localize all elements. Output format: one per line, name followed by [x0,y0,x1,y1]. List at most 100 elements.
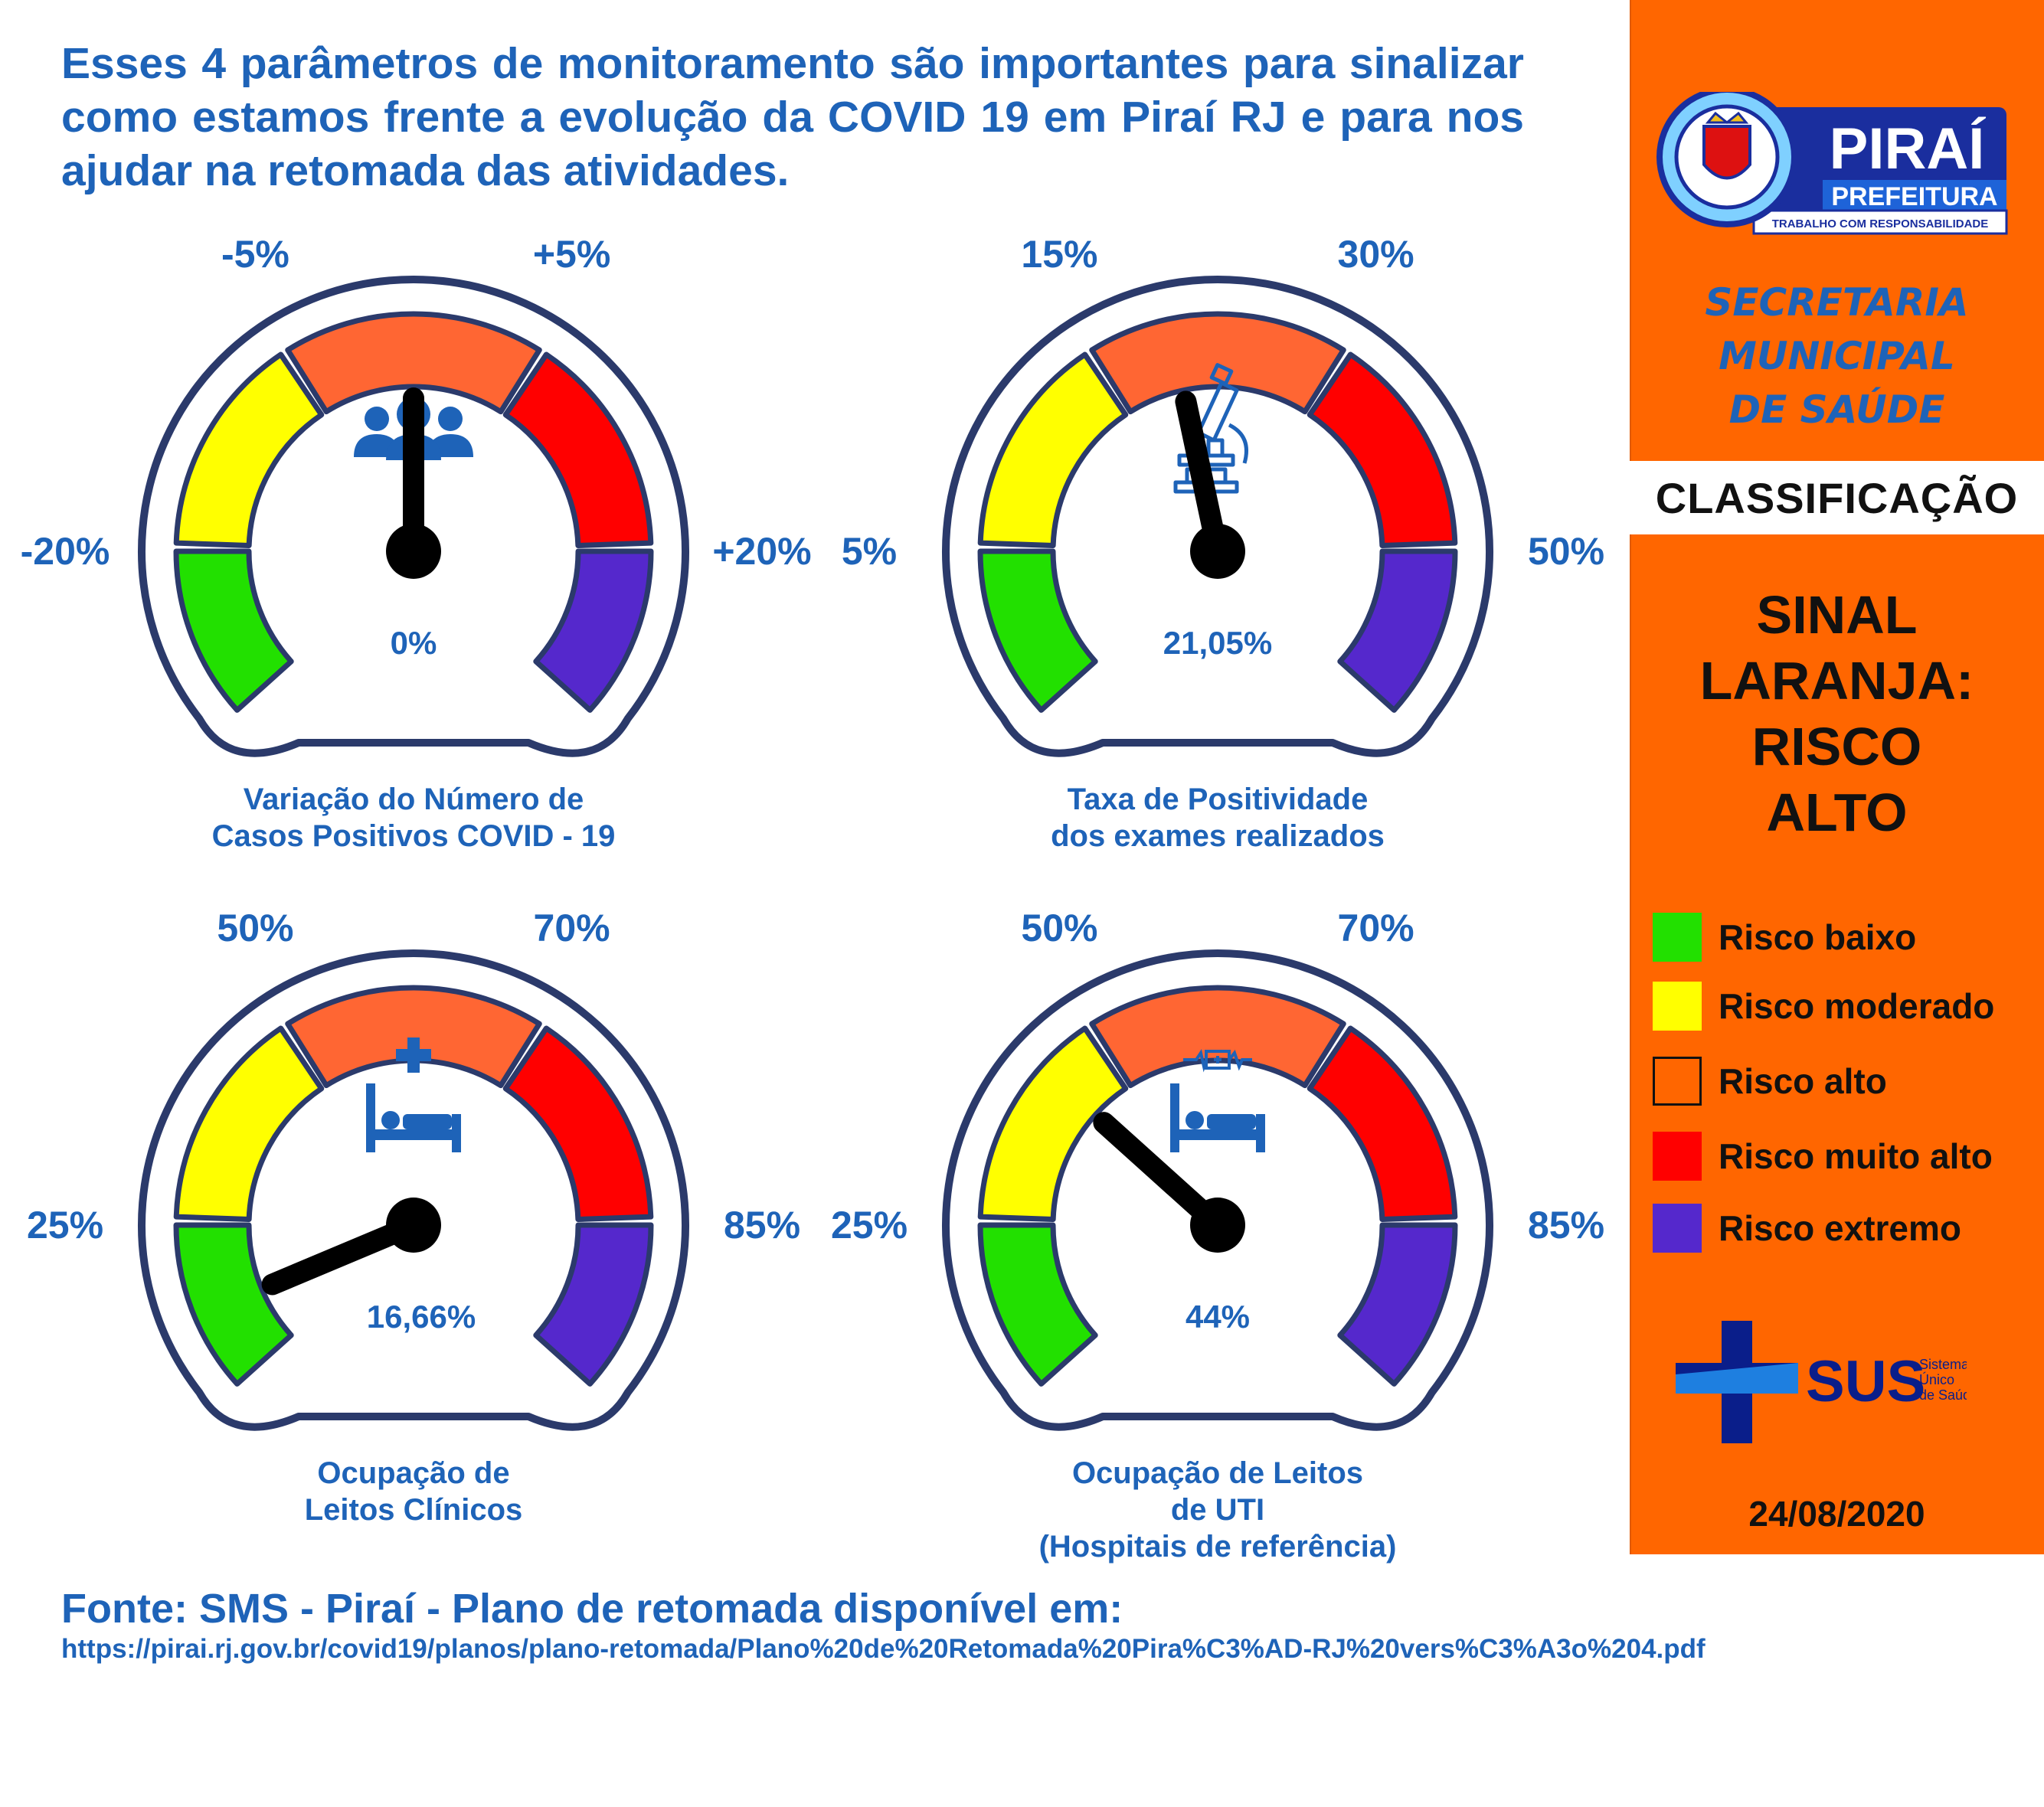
signal-status: SINAL LARANJA: RISCO ALTO [1630,582,2044,845]
sus-logo: SUS Sistema Único de Saúde [1676,1321,1967,1443]
gauge-dial [138,949,689,1431]
gauge-title-line: de UTI [1170,1493,1265,1527]
gauge-title-line: Taxa de Positividade [1067,783,1369,816]
report-date: 24/08/2020 [1748,1494,1925,1534]
gauge-tick-label-low-right: 85% [1527,1204,1605,1247]
sus-line1: Sistema [1919,1357,1967,1372]
gauge-hub [386,1198,441,1253]
gauge-tick-label-top-right: +5% [532,232,611,276]
gauge-value: 16,66% [366,1299,476,1335]
legend-label: Risco muito alto [1719,1136,1993,1176]
gauge-dial [942,949,1493,1431]
legend-swatch [1653,1204,1702,1253]
signal-line: SINAL [1756,585,1918,645]
gauge-leitos-clinicos: 25% 50% 70% 85% 16,66% Ocupação de Leitos Clín… [27,907,800,1807]
secretaria-title: SECRETARIA MUNICIPAL DE SAÚDE [1630,276,2044,436]
headline-text: Esses 4 parâmetros de monitoramento são … [61,39,1524,195]
segment-orange [1089,311,1346,415]
secretaria-line: MUNICIPAL [1719,334,1955,378]
legend-item-moderado: Risco moderado [1653,982,1994,1031]
gauge-tick-label-top-right: 30% [1337,232,1414,276]
gauge-hub [386,524,441,579]
gauge-title: Ocupação de Leitos Clínicos [107,1455,720,1528]
legend-swatch [1653,913,1702,962]
gauge-title-line: (Hospitais de referência) [1038,1530,1397,1564]
logo-sub: PREFEITURA [1831,182,1997,211]
icu-bed-icon [1170,1048,1265,1152]
legend-item-muito-alto: Risco muito alto [1653,1132,1993,1181]
segment-yellow [977,351,1129,548]
gauge-tick-label-top-right: 70% [533,906,610,949]
legend-swatch [1653,982,1702,1031]
gauge-dial [138,276,689,757]
gauge-tick-label-low-left: 5% [841,530,898,573]
gauge-hub [1190,524,1245,579]
segment-green [173,548,294,713]
segment-orange [285,985,542,1089]
prefeitura-logo: PIRAÍ PREFEITURA TRABALHO COM RESPONSABI… [1656,92,2008,235]
gauge-casos: -20% -5% +5% +20% 0% Variação do Número de Cas… [21,233,812,1133]
segment-red [502,1025,654,1222]
gauge-dial [942,276,1493,757]
gauge-tick-label-low-right: +20% [712,530,812,573]
legend-label: Risco baixo [1719,917,1917,957]
legend-label: Risco extremo [1719,1208,1962,1248]
legend-label: Risco alto [1719,1061,1887,1101]
gauge-title-line: Ocupação de [317,1456,510,1490]
segment-green [977,1222,1098,1387]
legend-swatch [1653,1057,1702,1106]
legend-item-alto: Risco alto [1653,1057,1887,1106]
gauge-tick-label-top-left: 50% [217,906,294,949]
gauge-value: 21,05% [1163,625,1273,661]
sus-name: SUS [1806,1349,1925,1414]
segment-yellow [173,351,325,548]
logo-name: PIRAÍ [1830,116,1987,181]
legend-item-baixo: Risco baixo [1653,913,1916,962]
gauge-title-line: Ocupação de Leitos [1071,1456,1364,1490]
secretaria-line: SECRETARIA [1705,280,1969,325]
source-text: Fonte: SMS - Piraí - Plano de retomada d… [61,1586,1123,1632]
sus-line2: Único [1919,1371,1954,1387]
legend-item-extremo: Risco extremo [1653,1204,1961,1253]
segment-purple [533,548,654,713]
segment-green [173,1222,294,1387]
gauge-title: Variação do Número de Casos Positivos COV… [107,781,720,854]
gauge-title-line: Casos Positivos COVID - 19 [211,819,616,853]
segment-green [977,548,1098,713]
gauge-value: 0% [390,625,437,661]
signal-line: LARANJA: [1699,651,1974,711]
gauge-title: Taxa de Positividade dos exames realizado… [911,781,1524,854]
segment-purple [533,1222,654,1387]
gauge-tick-label-top-left: 15% [1021,232,1098,276]
gauge-title: Ocupação de Leitos de UTI (Hospitais de re… [911,1455,1524,1565]
signal-line: RISCO [1751,717,1922,776]
segment-orange [1089,985,1346,1089]
secretaria-line: DE SAÚDE [1728,387,1945,432]
segment-purple [1337,1222,1458,1387]
gauge-tick-label-top-left: -5% [221,232,289,276]
gauge-hub [1190,1198,1245,1253]
gauge-title-line: Variação do Número de [243,783,584,816]
signal-line: ALTO [1766,783,1908,842]
classification-panel [1630,0,2044,1554]
logo-motto: TRABALHO COM RESPONSABILIDADE [1772,217,1989,230]
legend-label: Risco moderado [1719,986,1995,1026]
gauge-tick-label-low-left: 25% [830,1204,908,1247]
legend-swatch [1653,1132,1702,1181]
gauge-tick-label-low-left: 25% [26,1204,104,1247]
gauge-tick-label-top-left: 50% [1021,906,1098,949]
sus-line3: de Saúde [1919,1387,1967,1403]
segment-purple [1337,548,1458,713]
segment-orange [285,311,542,415]
gauge-value: 44% [1185,1299,1251,1335]
gauge-tick-label-top-right: 70% [1337,906,1414,949]
source-url[interactable]: https://pirai.rj.gov.br/covid19/planos/p… [61,1634,1706,1664]
gauge-tick-label-low-right: 85% [723,1204,801,1247]
segment-red [1307,351,1458,548]
gauge-leitos-uti: 25% 50% 70% 85% 44% Ocupação de Leitos de UTI(… [831,907,1605,1807]
segment-yellow [173,1025,325,1222]
gauge-positividade: 5% 15% 30% 50% 21,05% Taxa de Positividade dos… [835,233,1605,1133]
gauge-tick-label-low-left: -20% [20,530,110,573]
gauge-tick-label-low-right: 50% [1527,530,1605,573]
gauge-title-line: Leitos Clínicos [304,1493,523,1527]
